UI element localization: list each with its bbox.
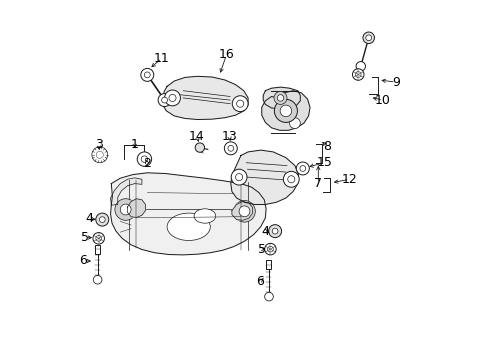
Text: 12: 12 xyxy=(341,173,357,186)
Circle shape xyxy=(227,145,233,151)
Polygon shape xyxy=(127,199,145,217)
Circle shape xyxy=(115,199,136,220)
Bar xyxy=(266,260,271,269)
Circle shape xyxy=(96,151,103,158)
Circle shape xyxy=(162,97,167,103)
Text: 4: 4 xyxy=(85,212,93,225)
Circle shape xyxy=(362,32,374,44)
Polygon shape xyxy=(263,87,300,109)
Polygon shape xyxy=(162,76,247,120)
Circle shape xyxy=(92,147,107,163)
Ellipse shape xyxy=(194,209,215,223)
Circle shape xyxy=(274,99,297,122)
Text: 2: 2 xyxy=(143,157,151,170)
Circle shape xyxy=(355,62,365,71)
Circle shape xyxy=(224,142,237,155)
Circle shape xyxy=(93,275,102,284)
Circle shape xyxy=(273,91,286,104)
Text: 7: 7 xyxy=(314,177,322,190)
Polygon shape xyxy=(261,91,309,130)
Circle shape xyxy=(355,72,361,77)
Circle shape xyxy=(158,94,171,107)
Circle shape xyxy=(99,217,105,222)
Circle shape xyxy=(264,292,273,301)
Circle shape xyxy=(195,143,204,152)
Text: 6: 6 xyxy=(79,255,87,267)
Circle shape xyxy=(272,228,277,234)
Text: 13: 13 xyxy=(221,130,237,143)
Circle shape xyxy=(164,90,180,106)
Text: 5: 5 xyxy=(257,243,265,256)
Text: 14: 14 xyxy=(189,130,204,143)
Circle shape xyxy=(120,204,131,215)
Circle shape xyxy=(231,169,246,185)
Circle shape xyxy=(283,171,299,187)
Text: 16: 16 xyxy=(218,48,234,61)
Polygon shape xyxy=(110,173,265,255)
Circle shape xyxy=(268,225,281,238)
Circle shape xyxy=(280,105,291,117)
Text: 4: 4 xyxy=(261,225,269,238)
Circle shape xyxy=(289,118,300,129)
Circle shape xyxy=(365,35,371,41)
Text: 1: 1 xyxy=(130,138,139,150)
Circle shape xyxy=(233,201,255,222)
Text: 5: 5 xyxy=(81,231,89,244)
Text: 15: 15 xyxy=(316,156,332,169)
Text: 9: 9 xyxy=(391,76,399,89)
Circle shape xyxy=(137,152,151,166)
Circle shape xyxy=(299,166,305,171)
Circle shape xyxy=(235,174,242,181)
Text: 6: 6 xyxy=(255,275,263,288)
Circle shape xyxy=(141,68,153,81)
Polygon shape xyxy=(110,178,142,205)
Circle shape xyxy=(239,206,249,217)
Circle shape xyxy=(144,72,150,78)
Text: 11: 11 xyxy=(154,52,169,65)
Text: 10: 10 xyxy=(374,94,390,107)
Circle shape xyxy=(277,95,283,101)
Text: 3: 3 xyxy=(95,138,102,150)
Circle shape xyxy=(287,176,294,183)
Circle shape xyxy=(168,94,176,102)
Circle shape xyxy=(93,233,104,244)
Circle shape xyxy=(236,100,243,107)
Circle shape xyxy=(296,162,309,175)
Polygon shape xyxy=(231,202,252,220)
Text: 8: 8 xyxy=(323,140,331,153)
Circle shape xyxy=(96,213,108,226)
Bar xyxy=(95,245,100,254)
Circle shape xyxy=(96,235,102,241)
Circle shape xyxy=(264,243,276,255)
Circle shape xyxy=(267,246,273,252)
Circle shape xyxy=(352,69,363,80)
Ellipse shape xyxy=(167,213,210,240)
Circle shape xyxy=(232,96,247,112)
Polygon shape xyxy=(230,150,298,204)
Circle shape xyxy=(141,156,147,162)
